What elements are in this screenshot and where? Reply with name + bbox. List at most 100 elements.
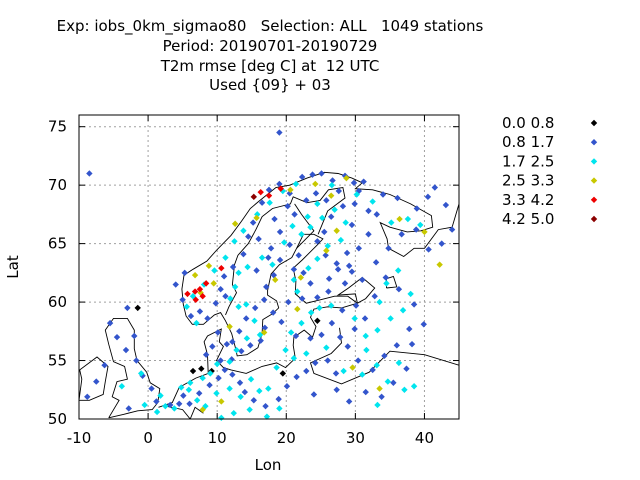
station-point	[412, 226, 420, 233]
x-tick-label: 20	[277, 429, 296, 447]
station-point	[187, 379, 194, 386]
station-point	[221, 366, 228, 374]
legend-label: 0.0 0.8	[502, 114, 554, 132]
station-point	[300, 269, 307, 277]
station-point	[86, 170, 93, 177]
station-point	[233, 346, 240, 354]
legend-marker	[590, 158, 598, 165]
station-point	[376, 298, 383, 306]
station-point	[271, 215, 278, 223]
station-point	[394, 194, 401, 202]
station-point	[325, 288, 332, 295]
station-point	[125, 405, 132, 412]
station-point	[261, 324, 269, 331]
station-point	[275, 395, 282, 403]
station-point	[193, 397, 201, 404]
station-point	[337, 236, 345, 244]
station-point	[101, 362, 108, 369]
station-point	[324, 242, 331, 250]
station-point	[410, 383, 418, 390]
station-point	[305, 264, 312, 272]
station-point	[333, 260, 340, 267]
station-point	[251, 317, 258, 324]
station-point	[303, 197, 310, 204]
station-point	[253, 267, 260, 274]
station-point	[314, 200, 321, 208]
station-point	[343, 174, 350, 182]
station-point	[318, 331, 325, 339]
station-point	[353, 191, 360, 198]
x-tick-label: 40	[415, 429, 434, 447]
station-point	[265, 254, 272, 261]
station-point	[408, 340, 416, 348]
station-point	[297, 274, 304, 281]
station-point	[192, 296, 199, 303]
legend-marker	[590, 196, 598, 203]
station-point	[324, 357, 331, 364]
x-tick-label: 30	[346, 429, 365, 447]
station-point	[245, 233, 252, 240]
station-point	[148, 385, 155, 392]
station-point	[365, 231, 372, 238]
station-point	[131, 332, 138, 340]
station-point	[390, 379, 397, 386]
station-point	[399, 307, 407, 314]
station-point	[363, 346, 370, 354]
station-point	[208, 367, 215, 375]
station-point	[276, 405, 283, 412]
station-point	[339, 203, 347, 210]
station-point	[307, 280, 314, 287]
station-point	[374, 326, 381, 334]
station-point	[298, 231, 305, 238]
station-point	[137, 370, 145, 377]
title-line-1: Exp: iobs_0km_sigmao80 Selection: ALL 10…	[56, 17, 484, 35]
station-point	[325, 275, 333, 282]
station-point	[141, 401, 148, 409]
station-point	[187, 312, 195, 320]
station-point	[276, 228, 284, 236]
station-point	[345, 262, 353, 270]
station-point	[292, 332, 300, 340]
station-point	[214, 329, 222, 336]
station-point	[256, 387, 263, 395]
station-point	[171, 405, 178, 412]
station-point	[258, 199, 266, 206]
station-point	[448, 226, 456, 233]
station-point	[286, 241, 293, 248]
station-point	[257, 188, 264, 196]
station-point	[382, 274, 389, 281]
station-point	[250, 193, 257, 201]
station-point	[277, 185, 284, 192]
station-point	[189, 367, 197, 375]
station-point	[270, 271, 278, 279]
coastline	[79, 356, 109, 401]
station-point	[369, 366, 376, 374]
station-point	[243, 335, 251, 342]
station-point	[199, 374, 206, 382]
station-point	[230, 409, 237, 417]
station-point	[307, 335, 314, 342]
station-point	[196, 390, 203, 397]
station-point	[319, 214, 326, 222]
station-point	[198, 365, 205, 372]
station-point	[217, 357, 224, 364]
station-point	[333, 227, 340, 234]
station-point	[332, 370, 340, 377]
station-point	[294, 288, 301, 295]
station-point	[289, 222, 296, 230]
station-point	[272, 276, 279, 284]
station-point	[178, 384, 185, 391]
station-point	[303, 350, 310, 357]
station-point	[384, 378, 392, 385]
station-point	[396, 215, 403, 223]
station-point	[243, 301, 250, 308]
station-point	[217, 286, 224, 293]
station-point	[424, 193, 432, 201]
station-point	[193, 319, 200, 327]
station-point	[199, 406, 206, 413]
coastline	[225, 186, 346, 316]
station-point	[376, 385, 383, 392]
legend-marker	[590, 215, 598, 223]
station-point	[175, 400, 183, 407]
station-point	[371, 293, 378, 300]
